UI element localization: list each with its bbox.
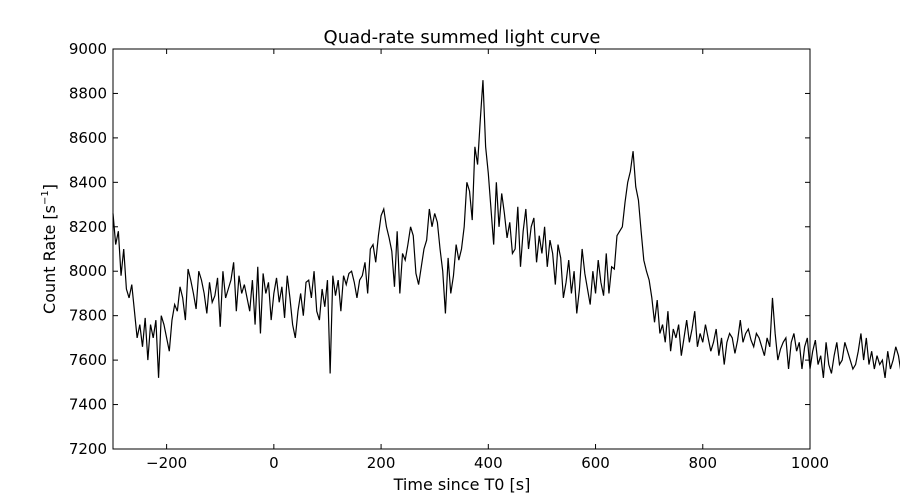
y-tick-label: 8000 [69,262,107,280]
y-axis-label-main: Count Rate [s [40,205,59,314]
x-tick-label: −200 [146,454,187,472]
x-tick-label: 0 [269,454,279,472]
x-tick-labels: −200 0 200 400 600 800 1000 [146,454,829,472]
y-tick-label: 7600 [69,351,107,369]
x-tick-label: 200 [367,454,396,472]
y-tick-labels: 7200 7400 7600 7800 8000 8200 8400 8600 8800 9000 [69,40,107,458]
x-axis-label: Time since T0 [s] [393,475,531,494]
x-tick-label: 1000 [791,454,829,472]
y-tick-label: 8400 [69,173,107,191]
plot-area [112,48,900,450]
y-tick-label: 8200 [69,218,107,236]
y-tick-label: 7400 [69,396,107,414]
x-tick-label: 800 [688,454,717,472]
y-tick-label: 8800 [69,84,107,102]
y-tick-label: 7200 [69,440,107,458]
y-tick-label: 8600 [69,129,107,147]
axis-ticks [113,48,811,450]
y-tick-label: 7800 [69,307,107,325]
y-axis-label: Count Rate [s−1] [40,184,59,314]
light-curve-series [112,80,900,378]
y-tick-label: 9000 [69,40,107,58]
y-axis-label-end: ] [40,184,59,190]
x-tick-label: 600 [581,454,610,472]
y-axis-label-superscript: −1 [40,190,51,205]
x-tick-label: 400 [474,454,503,472]
chart-title: Quad-rate summed light curve [324,27,601,48]
